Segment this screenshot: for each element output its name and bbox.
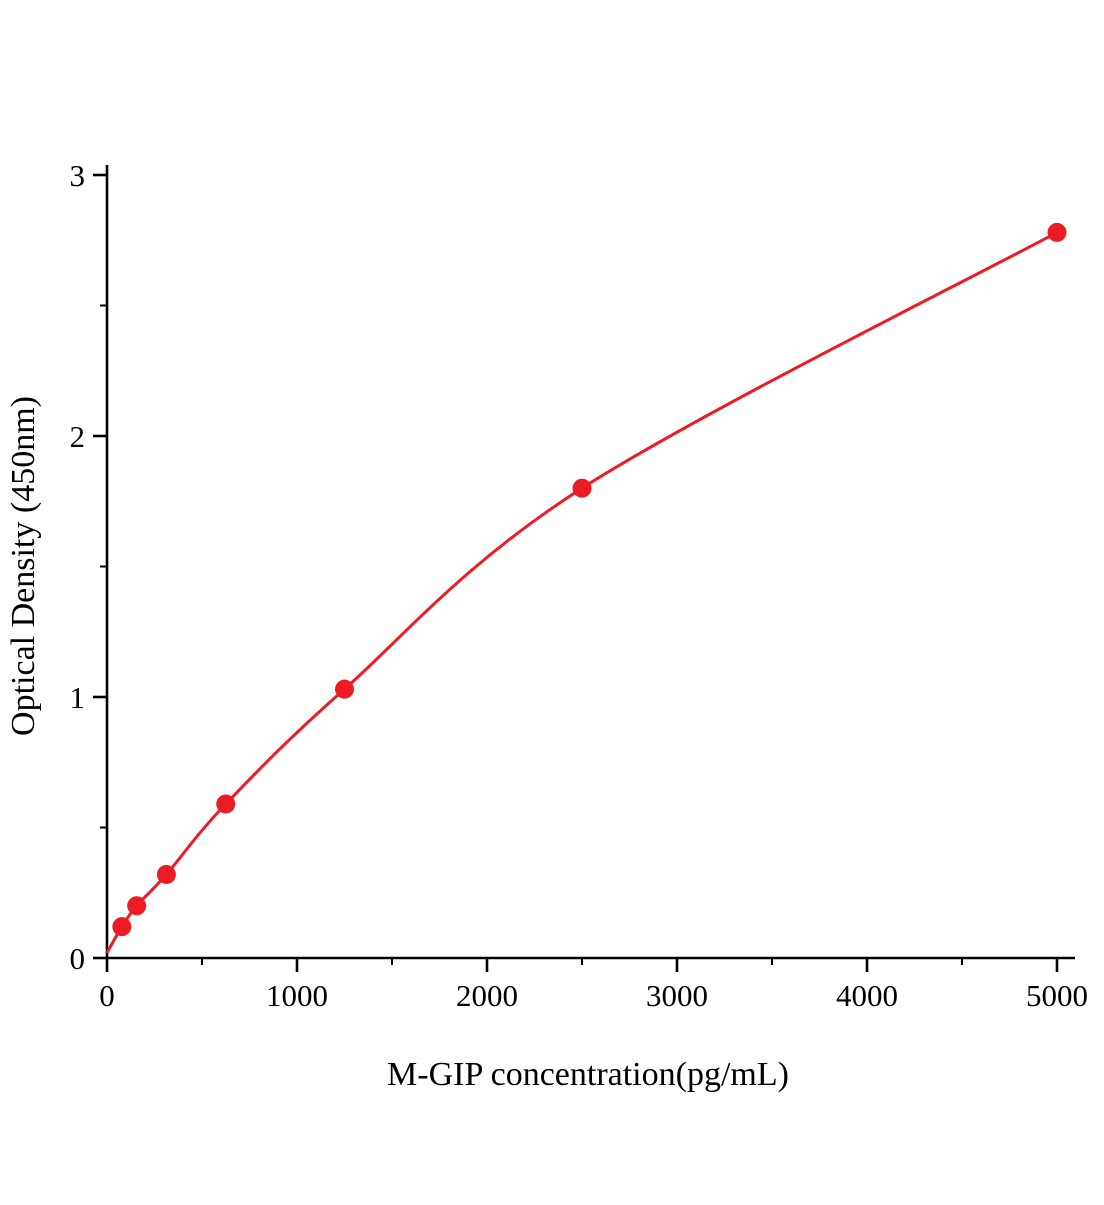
y-tick-label: 1 [70, 680, 86, 715]
x-tick-label: 5000 [1026, 978, 1088, 1013]
x-tick-label: 4000 [836, 978, 898, 1013]
data-point-marker [335, 679, 354, 699]
y-tick-label: 0 [70, 941, 86, 976]
x-axis: 0 1000 2000 3000 4000 5000 M-GIP concentratio… [99, 956, 1088, 1093]
y-tick-labels: 0 1 2 3 [70, 158, 86, 976]
curve-series [105, 231, 1058, 954]
y-axis: 0 1 2 3 Optical Density (450nm) [5, 158, 109, 976]
data-points [112, 222, 1067, 937]
y-tick-label: 3 [70, 158, 86, 193]
data-point-marker [1047, 222, 1067, 242]
x-axis-label: M-GIP concentration(pg/mL) [387, 1056, 789, 1093]
x-tick-label: 2000 [456, 978, 518, 1013]
data-point-marker [127, 896, 147, 916]
x-tick-labels: 0 1000 2000 3000 4000 5000 [99, 978, 1088, 1013]
data-point-marker [216, 794, 236, 814]
x-tick-label: 3000 [646, 978, 708, 1013]
y-ticks [93, 173, 107, 960]
data-point-marker [112, 917, 132, 937]
y-tick-label: 2 [70, 419, 86, 454]
y-axis-label: Optical Density (450nm) [5, 396, 42, 736]
x-tick-label: 0 [99, 978, 115, 1013]
x-ticks [105, 958, 1059, 972]
data-point-marker [156, 864, 176, 884]
data-point-marker [572, 478, 592, 498]
x-tick-label: 1000 [266, 978, 328, 1013]
